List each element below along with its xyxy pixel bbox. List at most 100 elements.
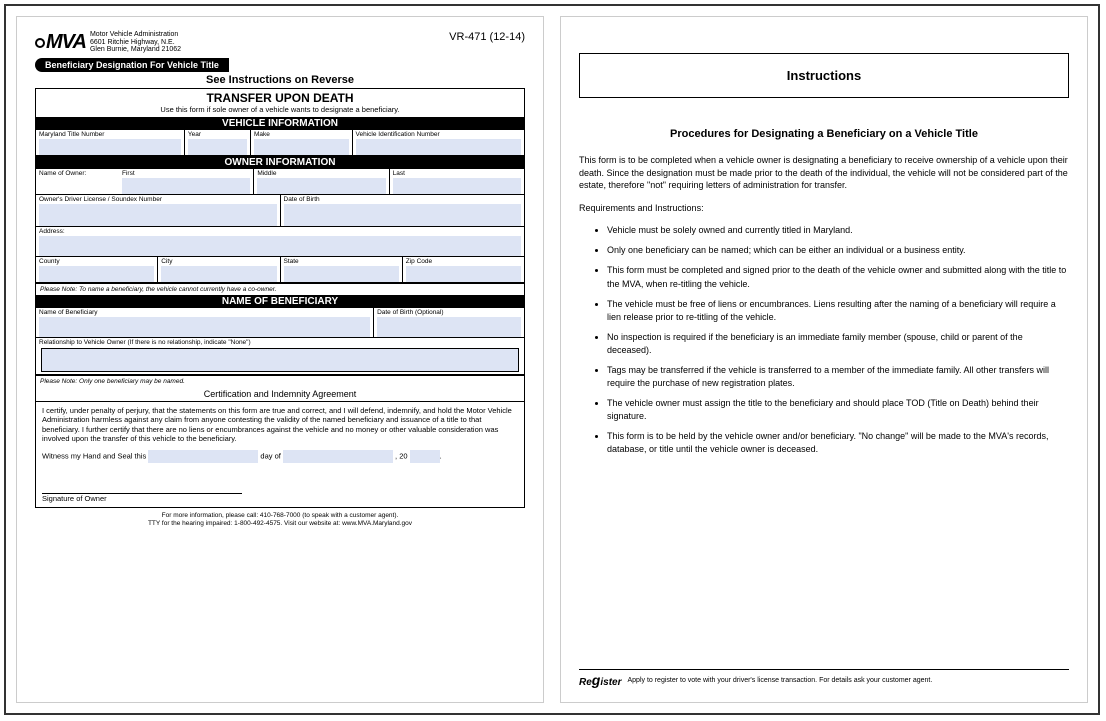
document-spread: MVA Motor Vehicle Administration 6601 Ri… (4, 4, 1100, 715)
register-footer-text: Apply to register to vote with your driv… (627, 677, 932, 684)
mva-logo-text: MVA (46, 31, 86, 53)
field-ben-dob: Date of Birth (Optional) (374, 308, 524, 337)
label: Address: (39, 228, 521, 235)
input-middle[interactable] (257, 178, 385, 194)
list-item: The vehicle must be free of liens or enc… (607, 298, 1069, 324)
label: Relationship to Vehicle Owner (If there … (39, 339, 521, 346)
list-item: Vehicle must be solely owned and current… (607, 224, 1069, 237)
field-county: County (36, 257, 158, 282)
agency-city: Glen Burnie, Maryland 21062 (90, 46, 181, 54)
input-title-number[interactable] (39, 139, 181, 155)
owner-addr-row: Address: (36, 227, 524, 257)
requirements-header: Requirements and Instructions: (579, 202, 1069, 215)
label: Name of Owner: (39, 170, 116, 177)
input-make[interactable] (254, 139, 349, 155)
input-ben-dob[interactable] (377, 317, 521, 337)
signature-label: Signature of Owner (42, 494, 518, 503)
input-dl[interactable] (39, 204, 277, 226)
field-year: Year (185, 130, 251, 155)
label: Date of Birth (Optional) (377, 309, 521, 316)
input-first[interactable] (122, 178, 250, 194)
field-owner-name-lbl: Name of Owner: (36, 169, 119, 194)
list-item: The vehicle owner must assign the title … (607, 397, 1069, 423)
label: Name of Beneficiary (39, 309, 370, 316)
procedures-title: Procedures for Designating a Beneficiary… (579, 128, 1069, 140)
header-row: MVA Motor Vehicle Administration 6601 Ri… (35, 31, 525, 54)
field-dob: Date of Birth (281, 195, 525, 226)
form-page: MVA Motor Vehicle Administration 6601 Ri… (16, 16, 544, 703)
cert-body: I certify, under penalty of perjury, tha… (36, 402, 524, 507)
input-state[interactable] (284, 266, 399, 282)
label: Make (254, 131, 349, 138)
field-middle: Middle (254, 169, 389, 194)
label: County (39, 258, 154, 265)
label: Year (188, 131, 247, 138)
instructions-page: Instructions Procedures for Designating … (560, 16, 1088, 703)
witness-line: Witness my Hand and Seal this day of , 2… (42, 450, 518, 463)
agency-address: Motor Vehicle Administration 6601 Ritchi… (90, 31, 181, 54)
field-state: State (281, 257, 403, 282)
input-year2[interactable] (410, 450, 440, 463)
label: Middle (257, 170, 385, 177)
input-day[interactable] (148, 450, 258, 463)
vehicle-section-header: VEHICLE INFORMATION (36, 117, 524, 130)
beneficiary-section-header: NAME OF BENEFICIARY (36, 295, 524, 308)
field-make: Make (251, 130, 353, 155)
input-month[interactable] (283, 450, 393, 463)
title-block: TRANSFER UPON DEATH Use this form if sol… (36, 89, 524, 117)
form-title-bar: Beneficiary Designation For Vehicle Titl… (35, 58, 229, 72)
label: Maryland Title Number (39, 131, 181, 138)
instructions-title-box: Instructions (579, 53, 1069, 98)
list-item: This form is to be held by the vehicle o… (607, 430, 1069, 456)
input-address[interactable] (39, 236, 521, 256)
input-year[interactable] (188, 139, 247, 155)
owner-section-header: OWNER INFORMATION (36, 156, 524, 169)
cert-text: I certify, under penalty of perjury, tha… (42, 406, 518, 444)
label: Owner's Driver License / Soundex Number (39, 196, 277, 203)
witness-year: , 20 (395, 451, 408, 460)
field-city: City (158, 257, 280, 282)
input-vin[interactable] (356, 139, 521, 155)
input-zip[interactable] (406, 266, 521, 282)
field-ben-name: Name of Beneficiary (36, 308, 374, 337)
label: Date of Birth (284, 196, 522, 203)
form-box: TRANSFER UPON DEATH Use this form if sol… (35, 88, 525, 508)
input-county[interactable] (39, 266, 154, 282)
list-item: Tags may be transferred if the vehicle i… (607, 364, 1069, 390)
field-vin: Vehicle Identification Number (353, 130, 524, 155)
see-instructions: See Instructions on Reverse (35, 74, 525, 86)
list-item: This form must be completed and signed p… (607, 264, 1069, 290)
field-address: Address: (36, 227, 524, 256)
owner-dl-row: Owner's Driver License / Soundex Number … (36, 195, 524, 227)
field-first: First (119, 169, 254, 194)
field-title-number: Maryland Title Number (36, 130, 185, 155)
owner-name-row: Name of Owner: First Middle Last (36, 169, 524, 195)
witness-pre: Witness my Hand and Seal this (42, 451, 146, 460)
owner-loc-row: County City State Zip Code (36, 257, 524, 283)
input-dob[interactable] (284, 204, 522, 226)
witness-mid: day of (260, 451, 280, 460)
requirements-list: Vehicle must be solely owned and current… (607, 224, 1069, 463)
transfer-title: TRANSFER UPON DEATH (36, 91, 524, 105)
label: First (122, 170, 250, 177)
field-zip: Zip Code (403, 257, 524, 282)
field-ben-rel: Relationship to Vehicle Owner (If there … (36, 338, 524, 374)
right-footer: Register Apply to register to vote with … (579, 669, 1069, 688)
signature-area: Signature of Owner (42, 493, 518, 503)
footer-phone: For more information, please call: 410-7… (35, 512, 525, 520)
footer-tty: TTY for the hearing impaired: 1-800-492-… (35, 520, 525, 528)
form-number: VR-471 (12-14) (449, 31, 525, 43)
ben-name-row: Name of Beneficiary Date of Birth (Optio… (36, 308, 524, 338)
ben-rel-row: Relationship to Vehicle Owner (If there … (36, 338, 524, 375)
intro-paragraph: This form is to be completed when a vehi… (579, 154, 1069, 192)
label: Last (393, 170, 521, 177)
input-last[interactable] (393, 178, 521, 194)
input-ben-name[interactable] (39, 317, 370, 337)
input-city[interactable] (161, 266, 276, 282)
cert-header: Certification and Indemnity Agreement (36, 387, 524, 402)
mva-logo: MVA (35, 31, 86, 54)
instructions-title: Instructions (787, 68, 861, 83)
input-ben-rel[interactable] (41, 348, 519, 372)
field-last: Last (390, 169, 524, 194)
agency-name: Motor Vehicle Administration (90, 31, 181, 39)
